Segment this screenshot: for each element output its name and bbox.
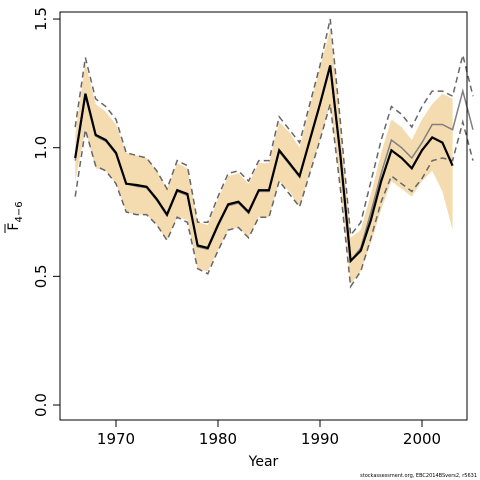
svg-text:F4−6: F4−6	[6, 201, 25, 230]
x-tick-label: 1980	[199, 430, 237, 448]
y-axis-title-main: F	[6, 223, 22, 231]
x-tick-label: 1990	[301, 430, 339, 448]
plot-area	[74, 18, 474, 289]
previous-upper-bound-line	[74, 18, 474, 238]
x-axis-title: Year	[248, 454, 279, 470]
current-estimate-line	[74, 65, 454, 264]
footnote: stockassessment.org, EBC2014BSvers2, r56…	[360, 473, 477, 479]
y-tick-label: 0.0	[32, 393, 50, 417]
y-axis-title: F4−6	[4, 201, 25, 233]
x-tick-label: 2000	[403, 430, 441, 448]
y-tick-label: 1.0	[32, 136, 50, 160]
confidence-band	[75, 29, 453, 285]
y-tick-label: 1.5	[32, 7, 50, 31]
x-axis: 1970 1980 1990 2000	[97, 419, 441, 448]
y-axis: 0.0 0.5 1.0 1.5	[32, 7, 61, 417]
y-tick-label: 0.5	[32, 264, 50, 288]
x-tick-label: 1970	[97, 430, 135, 448]
y-axis-title-subscript: 4−6	[14, 201, 25, 222]
